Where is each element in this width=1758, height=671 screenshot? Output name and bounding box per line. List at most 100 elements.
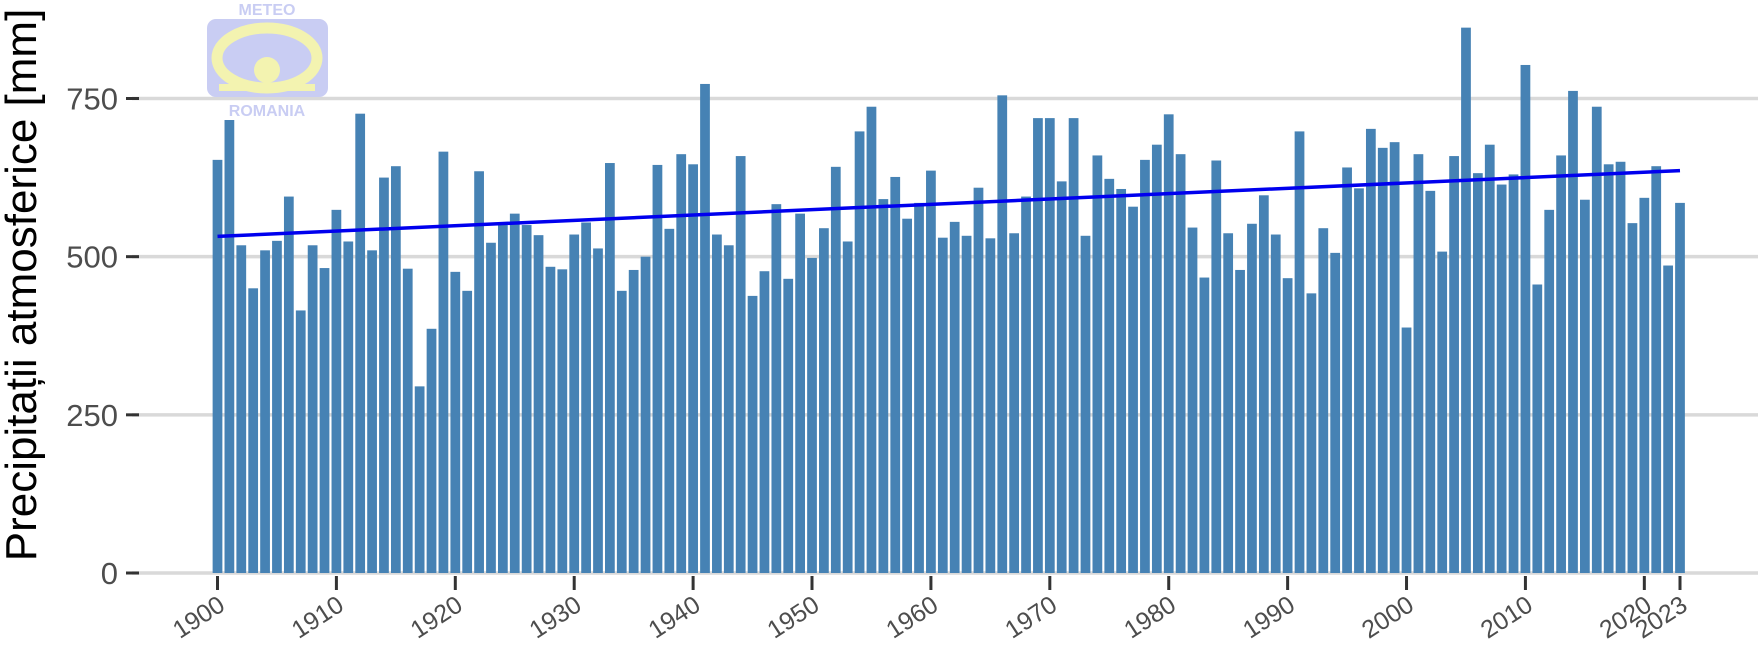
- bar: [985, 238, 996, 573]
- bar: [1532, 284, 1543, 573]
- bar: [997, 95, 1008, 573]
- bar: [1187, 227, 1198, 573]
- bar: [474, 171, 484, 574]
- bar: [628, 269, 639, 573]
- bar: [1401, 327, 1412, 573]
- bar: [854, 131, 865, 573]
- bar: [949, 221, 960, 573]
- bar: [331, 209, 342, 573]
- bar: [783, 278, 794, 573]
- y-axis-label: Precipitații atmosferice [mm]: [0, 9, 46, 562]
- x-tick-label: 2000: [1357, 591, 1419, 645]
- bar: [819, 228, 829, 574]
- bar: [1580, 199, 1590, 573]
- bar: [1294, 131, 1305, 573]
- x-tick-label: 1900: [168, 591, 230, 645]
- bar: [1508, 174, 1519, 574]
- y-tick-label: 500: [66, 240, 118, 275]
- bar: [379, 177, 389, 574]
- bar: [866, 106, 877, 573]
- bar: [961, 235, 972, 573]
- bar: [1199, 277, 1210, 573]
- bar: [771, 204, 782, 573]
- bar: [914, 202, 924, 573]
- trend-line: [217, 168, 1681, 239]
- bar: [260, 250, 270, 573]
- bar: [1175, 154, 1186, 573]
- x-tick-label: 1970: [1000, 591, 1062, 645]
- bar: [747, 295, 758, 573]
- bar: [462, 290, 473, 573]
- bar: [390, 166, 401, 574]
- bar: [295, 310, 306, 573]
- x-tick-label: 1930: [525, 591, 587, 645]
- bar: [652, 164, 663, 573]
- bar: [497, 223, 508, 573]
- bar: [1068, 118, 1079, 573]
- trend-line-path: [217, 168, 1681, 239]
- bar: [1318, 228, 1329, 574]
- bar: [1151, 144, 1162, 573]
- bar: [450, 271, 461, 573]
- bar: [712, 234, 722, 574]
- bar: [676, 154, 687, 573]
- bar: [937, 237, 948, 574]
- bar: [319, 268, 330, 573]
- bar: [1484, 144, 1495, 573]
- bar: [1520, 64, 1531, 574]
- bar: [355, 113, 366, 574]
- bar: [830, 166, 841, 573]
- x-tick-label: 1910: [287, 591, 349, 645]
- bar: [1282, 278, 1293, 573]
- bars: [212, 27, 1685, 574]
- bar: [1603, 164, 1614, 573]
- bar: [842, 241, 853, 573]
- bar: [1080, 235, 1091, 573]
- bar: [1235, 269, 1245, 573]
- bar: [1365, 128, 1376, 574]
- bar: [1258, 195, 1269, 573]
- bar: [1009, 233, 1020, 573]
- bar: [1627, 223, 1638, 574]
- bar: [973, 187, 984, 573]
- bar: [616, 290, 627, 573]
- bar: [1330, 252, 1341, 573]
- bar: [343, 241, 354, 573]
- bar: [1556, 155, 1566, 573]
- y-axis: 0 250 500 750: [66, 82, 139, 591]
- bar: [1128, 206, 1138, 573]
- bar: [367, 250, 377, 573]
- bar: [1033, 118, 1043, 573]
- bar: [1092, 155, 1103, 573]
- bar: [1472, 173, 1483, 573]
- bar: [569, 234, 580, 574]
- bar: [521, 225, 532, 574]
- bar: [212, 159, 223, 574]
- bar: [1223, 233, 1234, 573]
- logo-sun-icon: [254, 57, 280, 83]
- bar: [1449, 156, 1459, 573]
- bar: [1163, 114, 1174, 574]
- bar: [557, 269, 568, 573]
- bar: [1306, 293, 1317, 573]
- bar: [1247, 223, 1257, 573]
- bar: [878, 199, 889, 573]
- bar: [1116, 188, 1127, 574]
- bar: [700, 83, 710, 573]
- y-tick-label: 250: [66, 398, 118, 433]
- x-axis: 1900 1910 1920 1930 1940 1950 1960 1970 1980 1990…: [168, 576, 1692, 644]
- bar: [1425, 190, 1436, 574]
- bar: [1354, 188, 1364, 573]
- bar: [581, 222, 591, 573]
- bar: [283, 196, 294, 573]
- bar: [1270, 234, 1281, 574]
- bar: [1663, 265, 1673, 573]
- bar: [272, 240, 282, 573]
- bar: [1044, 118, 1055, 573]
- bar: [1615, 161, 1626, 573]
- bar: [807, 257, 817, 573]
- bar: [926, 170, 936, 573]
- bar: [1651, 166, 1662, 574]
- bar: [1389, 142, 1400, 574]
